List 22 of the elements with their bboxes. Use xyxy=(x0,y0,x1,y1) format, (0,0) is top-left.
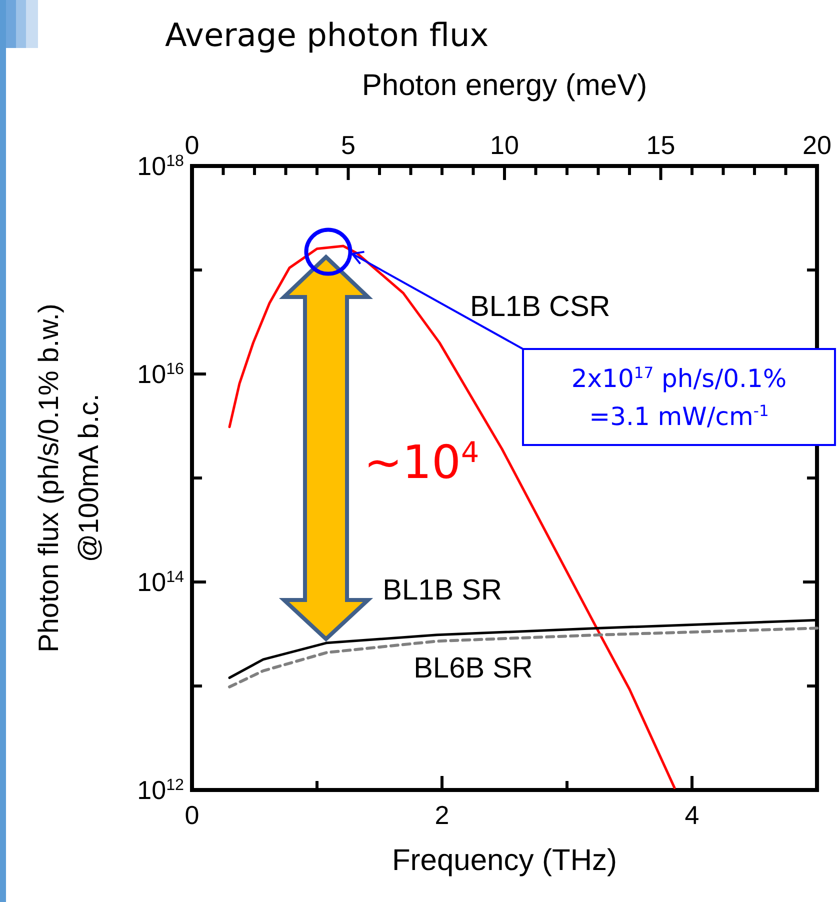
y-axis-title: Photon flux (ph/s/0.1% b.w.) @100mA b.c. xyxy=(33,304,104,652)
x-tick-label: 0 xyxy=(184,800,200,830)
y-tick-label: 10$^{18}$ xyxy=(137,151,184,181)
x2-tick-label: 5 xyxy=(341,130,356,160)
x2-tick-label: 20 xyxy=(802,130,832,160)
x2-tick-label: 10 xyxy=(490,130,519,160)
x-tick-label: 4 xyxy=(684,800,700,830)
y-tick-label: 10$^{16}$ xyxy=(137,359,184,389)
chart-title: Average photon flux xyxy=(165,16,489,54)
series-label: BL6B SR xyxy=(414,652,533,685)
series-label: BL1B SR xyxy=(382,574,502,607)
annotation: 2x10$^{17}$ ph/s/0.1% =3.1 mW/cm$^{-1}$ xyxy=(571,364,787,431)
y-tick-label: 10$^{14}$ xyxy=(137,567,184,597)
series-label: BL1B CSR xyxy=(470,290,610,323)
x-axis-title: Frequency (THz) xyxy=(392,844,618,877)
x2-tick-label: 15 xyxy=(646,130,676,160)
annotation: ~10$^{4}$ xyxy=(364,435,480,489)
x-tick-label: 2 xyxy=(434,800,450,830)
line-series xyxy=(228,626,818,688)
y-tick-label: 10$^{12}$ xyxy=(137,775,184,805)
x2-tick-label: 0 xyxy=(184,130,200,160)
x2-axis-title: Photon energy (meV) xyxy=(362,69,648,102)
